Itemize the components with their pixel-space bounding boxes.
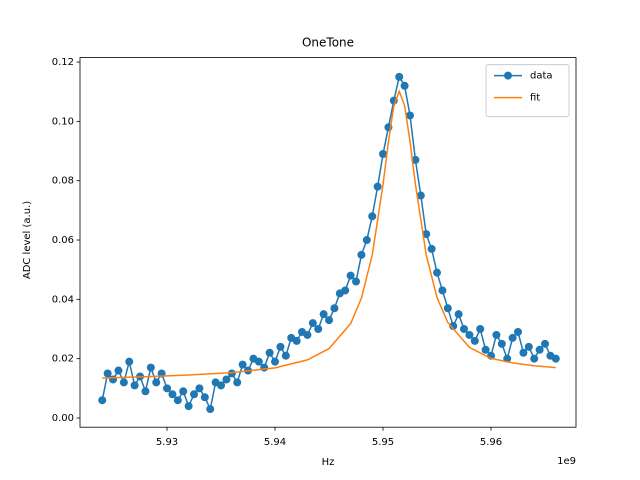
data-point: [125, 357, 134, 366]
data-point: [422, 230, 431, 239]
data-point: [465, 330, 474, 339]
data-point: [352, 277, 361, 286]
data-point: [260, 363, 269, 372]
data-point: [433, 268, 442, 277]
x-tick-label: 5.93: [156, 437, 178, 448]
data-point: [443, 304, 452, 313]
data-point: [379, 150, 388, 159]
data-point: [541, 339, 550, 348]
data-point: [163, 384, 172, 393]
data-point: [325, 316, 334, 325]
data-point: [281, 351, 290, 360]
data-point: [308, 319, 317, 328]
data-point: [292, 336, 301, 345]
legend-label: data: [530, 71, 553, 82]
data-point: [551, 354, 560, 363]
legend-label: fit: [530, 93, 540, 104]
data-point: [303, 330, 312, 339]
series-line: [102, 89, 556, 379]
x-axis-label: Hz: [322, 457, 335, 468]
y-tick-label: 0.04: [52, 294, 74, 305]
data-point: [449, 322, 458, 331]
data-point: [519, 348, 528, 357]
data-point: [314, 325, 323, 334]
data-point: [141, 387, 150, 396]
data-point: [254, 357, 263, 366]
y-tick-label: 0.10: [52, 116, 74, 127]
data-point: [184, 402, 193, 411]
data-point: [265, 348, 274, 357]
data-point: [114, 366, 123, 375]
data-point: [146, 363, 155, 372]
data-point: [179, 387, 188, 396]
data-point: [395, 72, 404, 81]
data-point: [341, 286, 350, 295]
data-point: [416, 191, 425, 200]
data-point: [168, 390, 177, 399]
data-point: [238, 360, 247, 369]
data-point: [330, 304, 339, 313]
y-axis-label: ADC level (a.u.): [22, 201, 33, 279]
data-point: [411, 155, 420, 164]
data-point: [152, 378, 161, 387]
chart-title: OneTone: [302, 36, 354, 50]
data-point: [357, 250, 366, 259]
data-point: [217, 381, 226, 390]
data-point: [476, 325, 485, 334]
data-point: [508, 333, 517, 342]
data-point: [271, 357, 280, 366]
data-point: [200, 393, 209, 402]
data-point: [109, 375, 118, 384]
data-point: [427, 244, 436, 253]
data-point: [406, 111, 415, 120]
data-point: [222, 375, 231, 384]
plot-frame: [79, 57, 577, 428]
data-point: [173, 396, 182, 405]
data-point: [524, 342, 533, 351]
data-point: [206, 405, 215, 414]
data-point: [276, 342, 285, 351]
data-point: [470, 336, 479, 345]
data-point: [130, 381, 139, 390]
x-tick-label: 5.95: [372, 437, 394, 448]
data-point: [530, 354, 539, 363]
data-point: [497, 339, 506, 348]
y-tick-label: 0.00: [52, 413, 74, 424]
data-point: [319, 310, 328, 319]
data-point: [481, 345, 490, 354]
y-tick-label: 0.08: [52, 176, 74, 187]
x-tick-label: 5.96: [480, 437, 502, 448]
y-tick-label: 0.12: [52, 57, 74, 68]
data-point: [119, 378, 128, 387]
data-point: [535, 345, 544, 354]
legend-box: [485, 64, 570, 118]
data-point: [492, 330, 501, 339]
data-point: [454, 310, 463, 319]
data-point: [233, 378, 242, 387]
y-tick-label: 0.02: [52, 354, 74, 365]
legend-marker: [504, 71, 512, 80]
x-tick-label: 5.94: [264, 437, 286, 448]
data-point: [400, 81, 409, 90]
data-point: [227, 369, 236, 378]
data-point: [362, 236, 371, 245]
data-point: [98, 396, 107, 405]
data-point: [373, 182, 382, 191]
data-point: [190, 390, 199, 399]
data-point: [103, 369, 112, 378]
data-point: [438, 286, 447, 295]
data-point: [460, 325, 469, 334]
data-point: [195, 384, 204, 393]
data-point: [514, 327, 523, 336]
data-point: [368, 212, 377, 221]
x-offset-text: 1e9: [557, 456, 576, 467]
data-point: [346, 271, 355, 280]
y-tick-label: 0.06: [52, 235, 74, 246]
